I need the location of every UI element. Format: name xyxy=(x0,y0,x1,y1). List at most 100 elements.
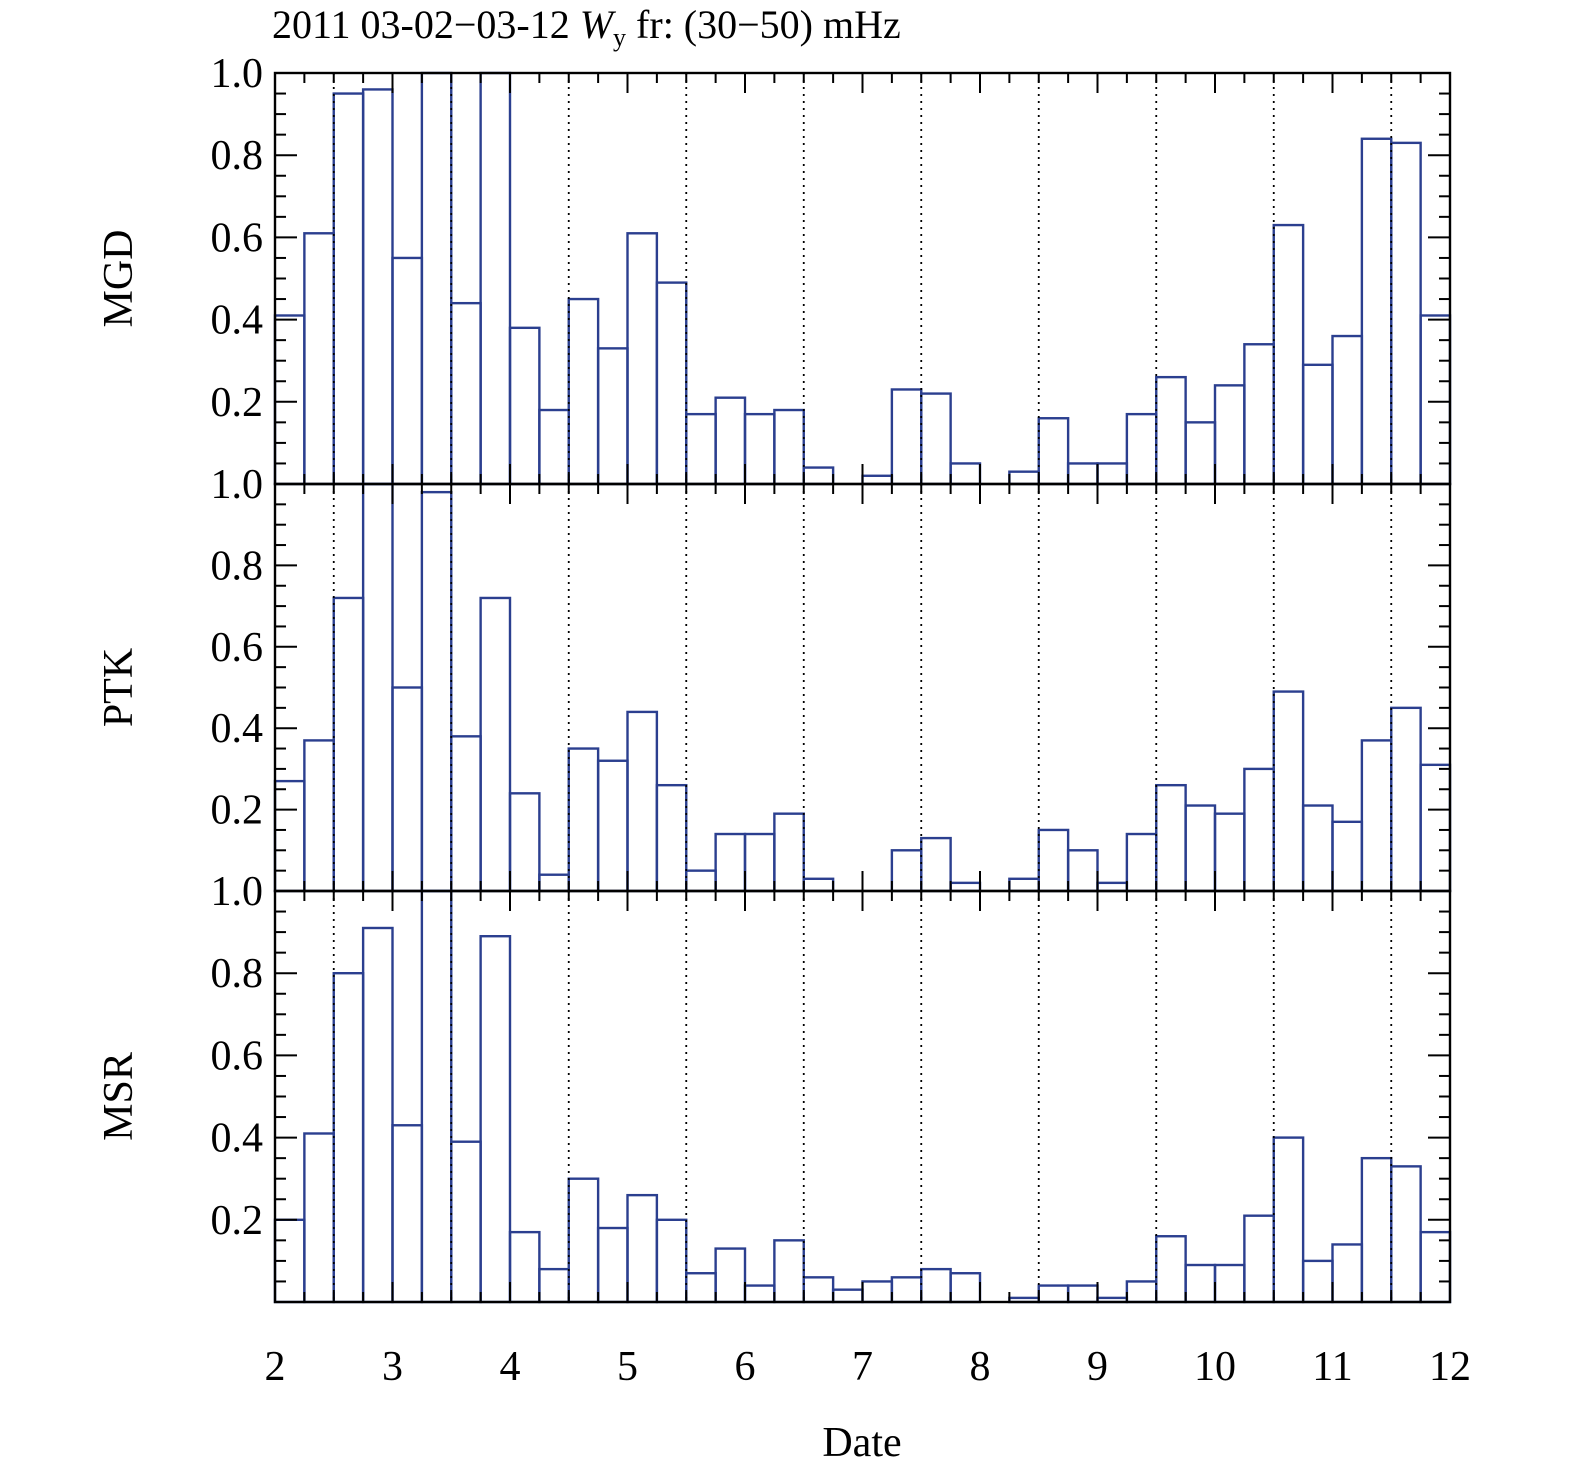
bar xyxy=(1213,812,1246,893)
bar xyxy=(1360,137,1393,486)
bar xyxy=(1213,384,1246,486)
y-tick-label: 0.4 xyxy=(211,1116,264,1162)
y-axis-label: MSR xyxy=(96,1052,142,1141)
bar xyxy=(420,71,453,486)
x-tick-label: 9 xyxy=(1087,1344,1108,1390)
x-tick-label: 4 xyxy=(500,1344,521,1390)
bar xyxy=(567,297,600,486)
bar xyxy=(1155,783,1187,893)
x-tick-label: 5 xyxy=(617,1344,638,1390)
panels-group: 1.0 0.8 0.6 0.4 0.2 MGD 1.0 0.8 0.6 0.4 0.2 PTK 1.0 0… xyxy=(96,51,1452,1304)
bar xyxy=(655,1218,688,1304)
bar xyxy=(1301,363,1334,486)
bar xyxy=(1390,1165,1422,1304)
bar xyxy=(1184,1263,1217,1304)
x-tick-label: 3 xyxy=(382,1344,403,1390)
bar xyxy=(890,388,923,486)
panel-msr: 1.0 0.8 0.6 0.4 0.2 MSR xyxy=(96,869,1452,1304)
bar xyxy=(861,474,894,486)
bar xyxy=(1037,828,1070,893)
bar xyxy=(1213,1263,1246,1304)
bar xyxy=(949,462,982,486)
y-tick-label: 0.8 xyxy=(211,543,264,589)
title-prefix: 2011 03-02−03-12 xyxy=(272,2,580,47)
bar xyxy=(1301,804,1334,893)
x-tick-label: 6 xyxy=(735,1344,756,1390)
panel-ptk: 1.0 0.8 0.6 0.4 0.2 PTK xyxy=(96,462,1452,893)
bar xyxy=(890,1276,923,1304)
bar xyxy=(861,1280,894,1304)
bar xyxy=(273,779,306,893)
bar xyxy=(538,408,570,486)
panel-mgd: 1.0 0.8 0.6 0.4 0.2 MGD xyxy=(96,51,1452,486)
bar xyxy=(479,935,512,1304)
bar xyxy=(391,256,424,486)
bar xyxy=(391,1124,424,1304)
bar xyxy=(1419,763,1452,893)
bar xyxy=(596,347,629,486)
chart-title: 2011 03-02−03-12 Wy fr: (30−50) mHz xyxy=(272,2,901,52)
bar xyxy=(1390,141,1422,486)
y-tick-label: 1.0 xyxy=(211,462,264,508)
bar xyxy=(802,1276,835,1304)
bar xyxy=(1272,690,1305,893)
bar xyxy=(626,232,659,486)
y-tick-label: 0.2 xyxy=(211,380,264,426)
bar xyxy=(714,1247,747,1304)
y-tick-label: 0.6 xyxy=(211,215,264,261)
x-tick-label: 7 xyxy=(852,1344,873,1390)
y-tick-label: 1.0 xyxy=(211,51,264,97)
y-tick-label: 0.8 xyxy=(211,951,264,997)
y-tick-label: 0.6 xyxy=(211,625,264,671)
bar xyxy=(1272,223,1305,486)
y-tick-label: 0.2 xyxy=(211,788,264,834)
bar xyxy=(303,1132,335,1304)
bar xyxy=(1125,1280,1158,1304)
bar xyxy=(1066,849,1099,893)
bar xyxy=(920,836,952,893)
title-var-main: W xyxy=(580,2,617,47)
bar xyxy=(1243,343,1275,486)
bar xyxy=(1272,1136,1305,1304)
bar xyxy=(332,596,365,893)
bar xyxy=(1419,1230,1452,1304)
y-tick-label: 1.0 xyxy=(211,869,264,915)
bar xyxy=(391,686,424,893)
bar xyxy=(920,1267,952,1304)
bar xyxy=(450,1140,482,1304)
title-var-sub: y xyxy=(613,23,626,52)
bar xyxy=(1008,470,1040,486)
bar xyxy=(1184,804,1217,893)
bar xyxy=(450,735,482,893)
bar xyxy=(567,1177,600,1304)
bar xyxy=(890,849,923,893)
bar xyxy=(479,71,512,486)
y-axis-label: MGD xyxy=(96,229,142,327)
bar xyxy=(743,412,776,486)
bar xyxy=(303,739,335,893)
bar xyxy=(802,466,835,486)
x-tick-label: 10 xyxy=(1194,1344,1236,1390)
bar xyxy=(420,490,453,893)
bar xyxy=(773,1239,805,1304)
bar xyxy=(1390,706,1422,893)
bar xyxy=(920,392,952,486)
bar xyxy=(450,301,482,486)
bar xyxy=(1243,1214,1275,1304)
bar xyxy=(1301,1259,1334,1304)
x-tick-label: 12 xyxy=(1429,1344,1471,1390)
bar xyxy=(1155,1235,1187,1304)
bar xyxy=(743,832,776,893)
title-suffix: fr: (30−50) mHz xyxy=(626,2,901,47)
y-tick-label: 0.4 xyxy=(211,706,264,752)
bar xyxy=(1125,832,1158,893)
bar xyxy=(508,326,541,486)
bar xyxy=(949,1272,982,1304)
bar xyxy=(303,232,335,486)
bar xyxy=(1096,462,1129,486)
bar xyxy=(1096,881,1129,893)
bar xyxy=(332,972,365,1304)
y-tick-label: 0.4 xyxy=(211,298,264,344)
bar xyxy=(685,412,717,486)
